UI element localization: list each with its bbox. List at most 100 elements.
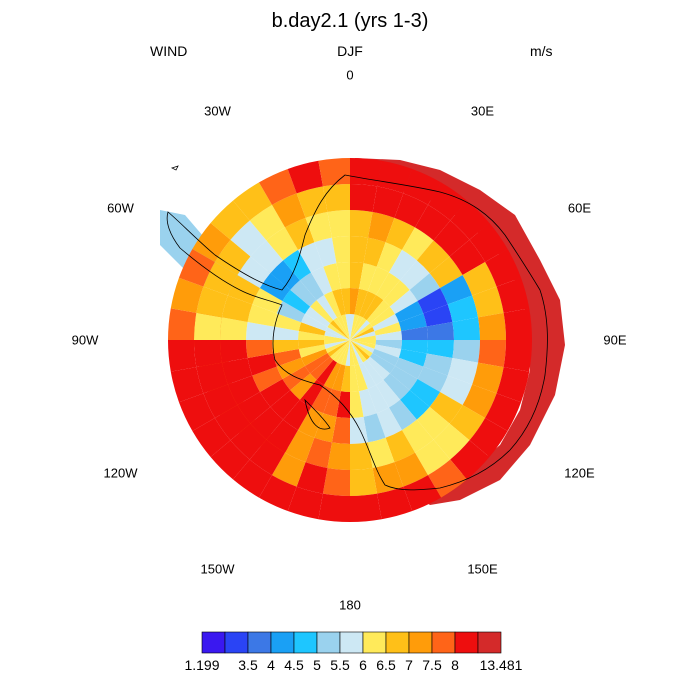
wind-cell	[376, 379, 401, 408]
colorbar-box	[385, 631, 410, 654]
wind-cell	[428, 182, 467, 221]
wind-cell	[325, 340, 350, 353]
wind-cell	[221, 358, 253, 385]
wind-cell	[375, 330, 402, 340]
wind-cell	[415, 439, 451, 476]
wind-cell	[350, 317, 367, 340]
wind-cell	[298, 330, 325, 340]
wind-field-cells	[160, 158, 565, 522]
wind-cell	[210, 200, 250, 240]
wind-cell	[340, 288, 350, 315]
wind-cell	[409, 273, 441, 301]
wind-cell	[249, 439, 285, 476]
wind-cell	[416, 406, 450, 440]
wind-cell	[417, 288, 448, 314]
wind-cell	[327, 323, 350, 340]
wind-cell	[376, 407, 402, 438]
colorbar-label: 4.5	[284, 657, 304, 673]
wind-cell	[447, 358, 479, 385]
wind-cell	[324, 362, 342, 389]
wind-cell	[285, 217, 315, 250]
colorbar-box	[316, 631, 341, 654]
wind-cell	[323, 388, 341, 417]
wind-cell	[350, 340, 376, 345]
longitude-label: 30W	[204, 103, 231, 118]
wind-cell	[314, 237, 337, 267]
colorbar-label: 8	[451, 657, 459, 673]
wind-cell	[230, 423, 267, 460]
colorbar-box	[224, 631, 249, 654]
wind-cell	[350, 442, 373, 470]
wind-cell	[363, 359, 384, 386]
wind-cell	[323, 263, 341, 292]
wind-cell	[285, 430, 315, 463]
strong-wind-band	[355, 158, 565, 505]
wind-cell	[358, 362, 376, 389]
wind-cell	[333, 340, 350, 363]
wind-cell	[449, 405, 486, 441]
wind-cell	[247, 304, 277, 327]
wind-cell	[376, 242, 402, 273]
wind-cell	[423, 353, 453, 376]
wind-cell	[385, 217, 415, 250]
wind-cell	[340, 365, 350, 392]
wind-cell	[389, 399, 417, 431]
wind-cell	[472, 362, 504, 394]
wind-cell	[426, 321, 454, 340]
colorbar-box	[293, 631, 318, 654]
wind-cell	[273, 313, 302, 331]
colorbar-label: 5	[313, 657, 321, 673]
wind-cell	[301, 314, 328, 332]
wind-cell	[350, 340, 370, 360]
wind-cell	[337, 340, 350, 365]
colorbar-box	[201, 631, 226, 654]
wind-cell	[316, 294, 337, 321]
wind-cell	[350, 327, 375, 340]
wind-cell	[366, 300, 390, 324]
wind-cell	[496, 277, 530, 313]
wind-cell	[246, 321, 274, 340]
wind-cell	[400, 260, 430, 290]
wind-cell	[178, 249, 215, 287]
wind-cell	[270, 390, 300, 420]
wind-cell	[350, 288, 360, 315]
wind-cell	[324, 331, 350, 340]
wind-cell	[496, 367, 530, 403]
wind-cell	[375, 340, 402, 350]
wind-cell	[429, 256, 463, 288]
wind-cell	[287, 486, 323, 520]
wind-cell	[270, 260, 300, 290]
longitude-label: 30E	[470, 103, 495, 118]
wind-cell	[389, 289, 418, 314]
wind-cell	[276, 357, 305, 379]
colorbar-box	[408, 631, 433, 654]
wind-cell	[449, 239, 486, 275]
variable-label: WIND	[150, 43, 188, 59]
wind-cell	[220, 317, 248, 340]
wind-cell	[192, 223, 231, 262]
longitude-label: 120W	[103, 465, 138, 480]
colorbar-labels: 1.199 3.5 4 4.5 5 5.5 6 6.5 7 7.5 8 13.481	[184, 657, 522, 673]
wind-cell	[298, 407, 324, 438]
wind-cell	[350, 340, 355, 366]
colorbar-box	[270, 631, 295, 654]
wind-cell	[447, 295, 479, 322]
wind-cell	[350, 365, 360, 392]
wind-cell	[192, 418, 231, 457]
wind-cell	[214, 239, 251, 275]
longitude-label: 120E	[564, 465, 595, 480]
wind-cell	[450, 440, 490, 480]
colorbar-label: 1.199	[184, 657, 219, 673]
wind-cell	[196, 286, 228, 318]
wind-cell	[376, 272, 401, 301]
wind-cell	[350, 340, 376, 349]
wind-cell	[287, 160, 323, 194]
wind-cell	[272, 340, 299, 354]
wind-cell	[250, 240, 284, 274]
wind-cell	[385, 430, 415, 463]
units-label: m/s	[530, 43, 553, 59]
wind-cell	[440, 375, 473, 405]
wind-cell	[273, 349, 302, 367]
wind-cell	[272, 193, 306, 228]
wind-cell	[266, 419, 298, 453]
